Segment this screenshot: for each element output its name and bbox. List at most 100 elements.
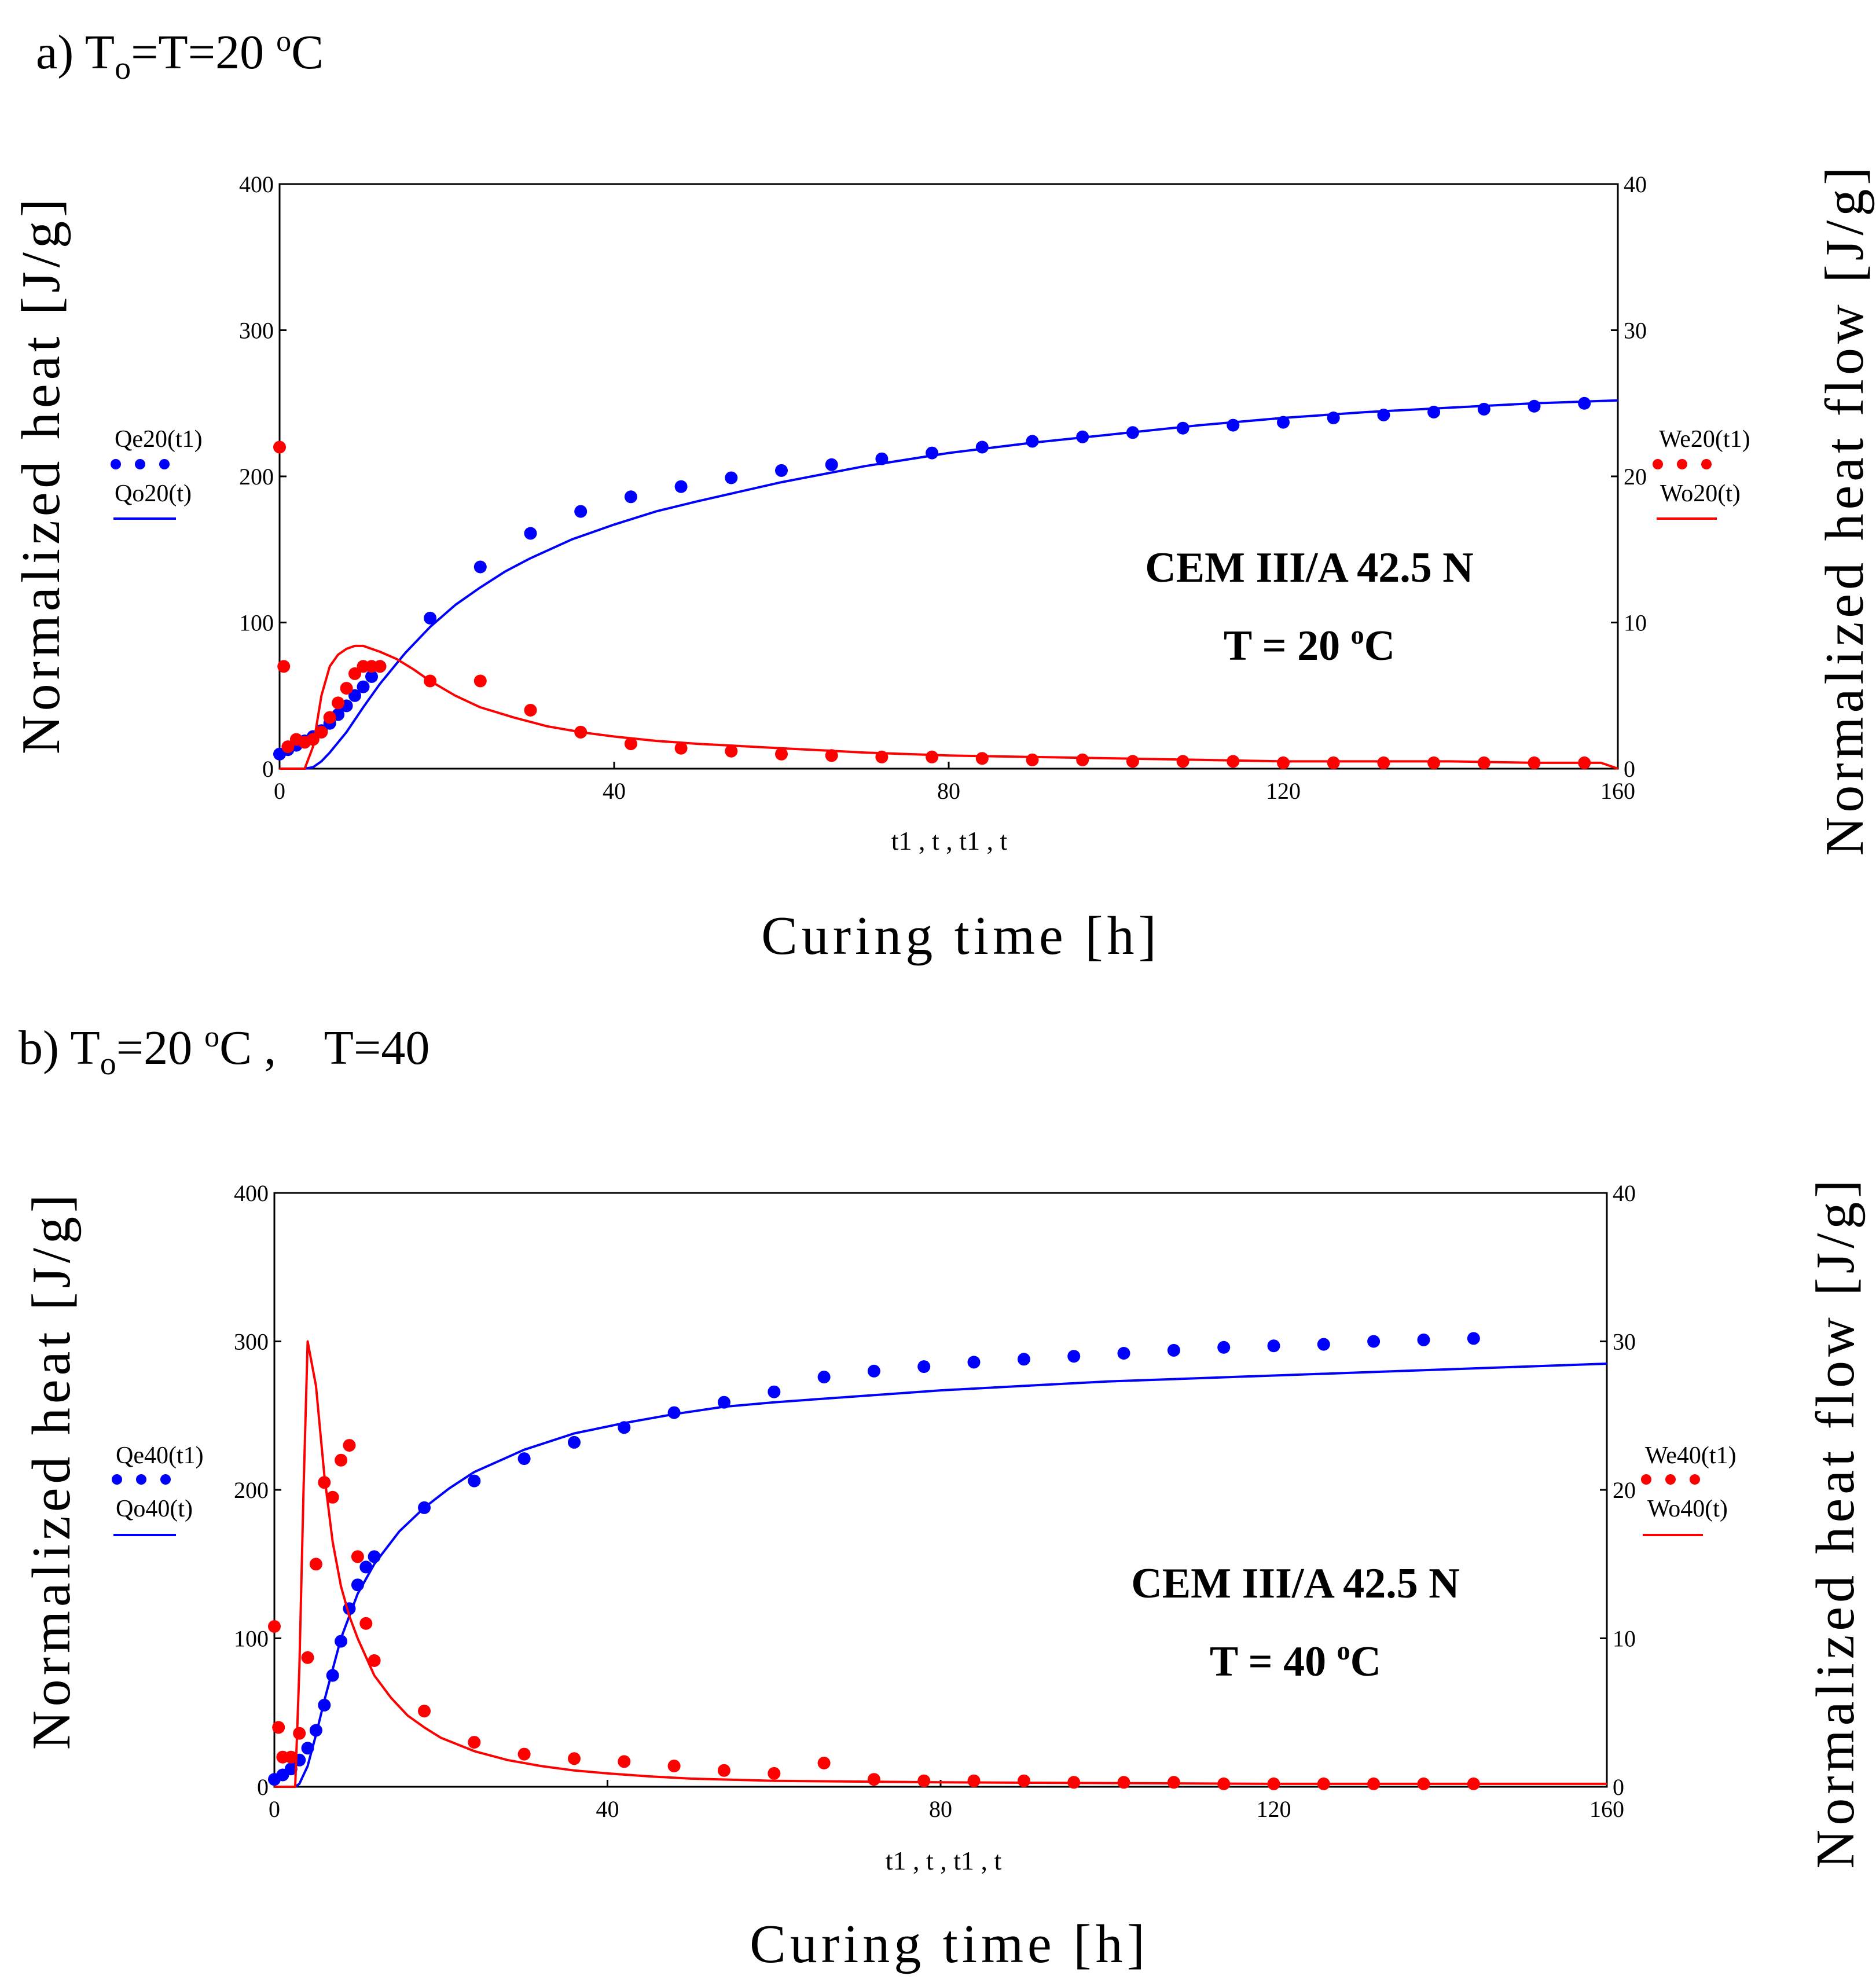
- data-point-We40: [1017, 1774, 1030, 1787]
- data-point-We20: [1277, 756, 1290, 769]
- legend-marker-We20: [1677, 459, 1687, 469]
- data-point-We40: [867, 1773, 880, 1786]
- data-point-We40: [717, 1764, 730, 1777]
- y-left-tick-label: 300: [234, 1329, 269, 1355]
- data-point-Qe40: [1017, 1353, 1030, 1366]
- data-point-Qe40: [1217, 1341, 1231, 1354]
- chart-panel-b: b) To=20 oC , T=40 Normalized heat [J/g]…: [19, 1020, 1866, 1974]
- y-right-tick-label: 20: [1613, 1477, 1636, 1503]
- x-tick-label: 80: [929, 1796, 952, 1822]
- data-point-Qe40: [1167, 1343, 1180, 1357]
- legend-entry-Qo40: Qo40(t): [116, 1496, 193, 1522]
- panel-a-right-axis-label: Normalized heat flow [J/g]: [1815, 163, 1875, 855]
- y-right-tick-label: 30: [1613, 1329, 1636, 1355]
- panel-b-plot-frame: [273, 1192, 1608, 1788]
- data-point-Qe20: [1528, 399, 1541, 413]
- data-point-Qe20: [357, 680, 370, 693]
- data-point-We40: [368, 1654, 381, 1667]
- data-point-Qe20: [348, 689, 361, 702]
- data-point-Qe40: [284, 1762, 298, 1776]
- x-tick-label: 160: [1600, 778, 1635, 804]
- data-point-Qe20: [365, 670, 378, 683]
- panel-a-title: a) To=T=20 oC: [36, 25, 324, 86]
- data-point-Qe40: [867, 1364, 880, 1378]
- data-point-We20: [825, 749, 838, 762]
- data-point-Qe20: [725, 471, 738, 484]
- data-point-Qe40: [967, 1356, 981, 1369]
- y-right-tick-label: 40: [1613, 1180, 1636, 1206]
- legend-entry-Qe40: Qe40(t1): [116, 1442, 204, 1469]
- data-point-Qe40: [1467, 1332, 1480, 1345]
- x-tick-label: 80: [937, 778, 960, 804]
- data-point-We40: [817, 1757, 831, 1769]
- data-point-We20: [332, 696, 345, 710]
- data-point-We20: [926, 750, 939, 763]
- data-point-Qe20: [524, 527, 537, 540]
- data-point-Qe40: [517, 1452, 531, 1466]
- panel-a-annotation-temperature: T = 20 oC: [1224, 620, 1395, 670]
- data-point-We20: [725, 744, 738, 758]
- data-point-Qe20: [424, 611, 437, 625]
- x-tick-label: 0: [274, 778, 285, 804]
- data-point-Qe40: [1267, 1339, 1280, 1353]
- data-point-We40: [326, 1490, 339, 1504]
- data-point-We40: [917, 1774, 931, 1787]
- legend-entry-Qo20: Qo20(t): [115, 480, 192, 507]
- panel-b-left-axis-label: Normalized heat [J/g]: [21, 1191, 82, 1750]
- x-tick-label: 120: [1257, 1796, 1291, 1822]
- data-point-We20: [1126, 755, 1139, 768]
- legend-marker-We20: [1653, 459, 1663, 469]
- data-point-We20: [1427, 756, 1441, 769]
- data-point-Qe20: [624, 490, 637, 504]
- data-point-We40: [517, 1747, 531, 1761]
- panel-b-x-variable-label: t1 , t , t1 , t: [886, 1846, 1002, 1875]
- y-left-tick-label: 400: [234, 1180, 269, 1206]
- legend-entry-Wo40: Wo40(t): [1647, 1496, 1728, 1522]
- data-point-We20: [1327, 756, 1340, 769]
- y-right-tick-label: 0: [1624, 756, 1635, 782]
- y-right-tick-label: 10: [1613, 1626, 1636, 1652]
- legend-marker-Qe20: [159, 459, 170, 469]
- y-right-tick-label: 20: [1624, 464, 1647, 490]
- y-left-tick-label: 0: [262, 756, 274, 782]
- data-point-We20: [315, 725, 328, 739]
- data-point-Qe20: [975, 440, 989, 454]
- data-point-Qe20: [1176, 421, 1190, 435]
- legend-marker-Qe40: [160, 1474, 171, 1485]
- legend-entry-Wo20: Wo20(t): [1660, 480, 1741, 507]
- data-point-We20: [348, 667, 361, 680]
- data-point-We40: [568, 1752, 581, 1765]
- data-point-Qe40: [1067, 1350, 1081, 1363]
- data-point-We20: [674, 741, 688, 755]
- data-point-We20: [373, 660, 387, 673]
- data-point-Qe40: [917, 1360, 931, 1374]
- panel-b-annotation-cement: CEM III/A 42.5 N: [1131, 1560, 1459, 1607]
- data-point-We20: [1176, 755, 1190, 768]
- data-point-Qe40: [1367, 1335, 1381, 1348]
- panel-a-left-axis-label: Normalized heat [J/g]: [11, 195, 71, 755]
- data-point-We40: [418, 1705, 431, 1718]
- panel-b-right-axis-label: Normalized heat flow [J/g]: [1805, 1176, 1866, 1868]
- panel-b-annotation-temperature: T = 40 oC: [1210, 1636, 1381, 1685]
- data-point-Qe20: [1026, 435, 1039, 448]
- data-point-We40: [309, 1558, 322, 1571]
- panel-a-x-axis-label: Curing time [h]: [761, 906, 1161, 966]
- data-point-We40: [667, 1760, 681, 1773]
- y-left-tick-label: 0: [257, 1774, 269, 1800]
- data-point-Qe40: [568, 1435, 581, 1449]
- data-point-We20: [975, 752, 989, 765]
- data-point-We40: [768, 1767, 781, 1780]
- data-point-We20: [775, 747, 788, 761]
- x-tick-label: 40: [596, 1796, 619, 1822]
- data-point-Qe20: [574, 505, 588, 518]
- data-point-Qe40: [817, 1371, 831, 1384]
- data-point-We40: [343, 1439, 356, 1452]
- panel-b-legend-right: We40(t1) Wo40(t): [1641, 1442, 1737, 1536]
- series-line-Qo20: [280, 399, 1618, 770]
- data-point-We20: [524, 704, 537, 717]
- data-point-We40: [967, 1774, 981, 1787]
- data-point-We40: [293, 1727, 306, 1740]
- x-tick-label: 160: [1589, 1796, 1624, 1822]
